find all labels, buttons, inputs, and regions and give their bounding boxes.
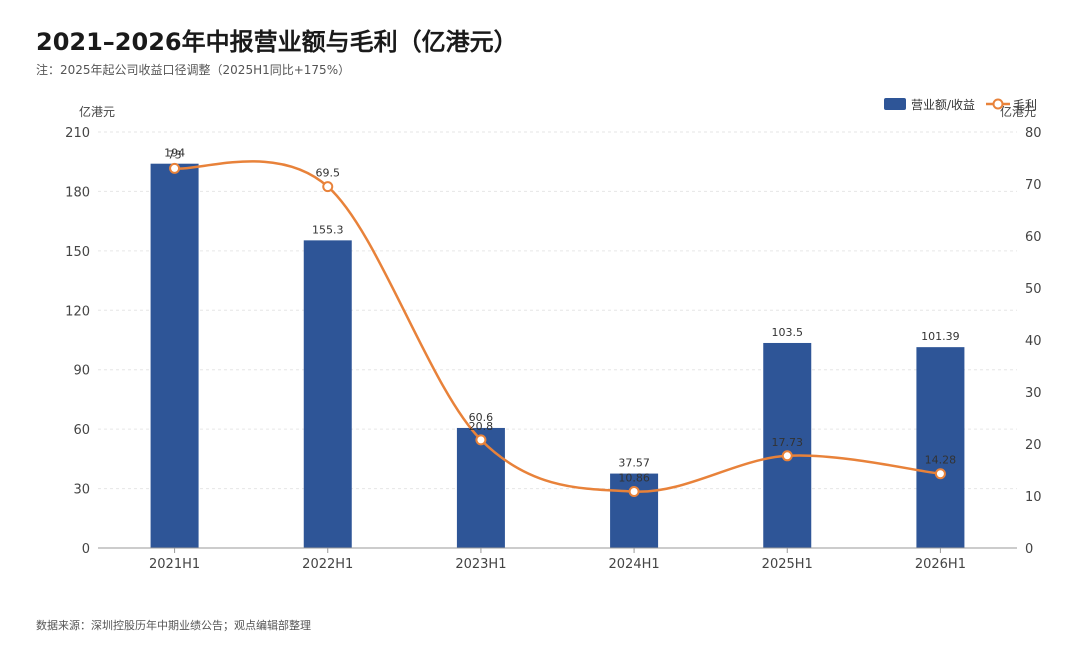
y-left-tick-label: 90 bbox=[73, 364, 90, 379]
y-left-tick-label: 120 bbox=[65, 304, 90, 319]
y-left-tick-label: 0 bbox=[82, 542, 90, 557]
bar-data-label: 155.3 bbox=[312, 223, 344, 236]
bar-revenue bbox=[763, 342, 812, 548]
line-data-label: 14.28 bbox=[925, 454, 957, 467]
legend-revenue-swatch bbox=[884, 98, 906, 110]
bar-data-label: 103.5 bbox=[772, 326, 804, 339]
y-left-tick-label: 150 bbox=[65, 245, 90, 260]
y-right-tick-label: 60 bbox=[1025, 230, 1042, 245]
line-data-label: 69.5 bbox=[316, 167, 341, 180]
gross-profit-point bbox=[934, 468, 946, 480]
y-right-tick-label: 10 bbox=[1025, 490, 1042, 505]
x-tick-label: 2022H1 bbox=[302, 557, 353, 572]
y-right-tick-label: 80 bbox=[1025, 126, 1042, 141]
x-tick-label: 2021H1 bbox=[149, 557, 200, 572]
x-tick-label: 2025H1 bbox=[762, 557, 813, 572]
y-right-tick-label: 50 bbox=[1025, 282, 1042, 297]
y-right-tick-label: 0 bbox=[1025, 542, 1033, 557]
y-left-axis-unit: 亿港元 bbox=[79, 104, 115, 119]
legend: 营业额/收益 毛利 bbox=[884, 98, 1037, 112]
x-tick-label: 2023H1 bbox=[455, 557, 506, 572]
y-right-axis-unit: 亿港元 bbox=[1000, 104, 1036, 119]
y-left-tick-label: 210 bbox=[65, 126, 90, 141]
axis-layer: 0 30 60 90 120 150 180 210 0 10 20 30 40 50 60 70 80 亿港元 亿… bbox=[65, 104, 1041, 572]
grid-layer bbox=[98, 131, 1017, 490]
label-layer: 194 155.3 60.6 37.57 103.5 101.39 73 69.5 20.8 10… bbox=[164, 147, 960, 485]
gross-profit-line bbox=[174, 160, 941, 493]
data-source-note: 数据来源：深圳控股历年中期业绩公告；观点编辑部整理 bbox=[36, 619, 311, 632]
legend-revenue-label: 营业额/收益 bbox=[911, 98, 975, 112]
bar-revenue bbox=[303, 240, 352, 548]
y-right-tick-label: 40 bbox=[1025, 334, 1042, 349]
gross-profit-point bbox=[781, 450, 793, 462]
chart-subtitle: 注：2025年起公司收益口径调整（2025H1同比+175%） bbox=[36, 63, 351, 77]
y-left-tick-label: 60 bbox=[73, 423, 90, 438]
bar-revenue bbox=[610, 473, 659, 548]
bar-revenue bbox=[916, 347, 965, 548]
gross-profit-point bbox=[628, 486, 640, 498]
line-data-label: 17.73 bbox=[772, 436, 804, 449]
bar-layer bbox=[150, 163, 965, 548]
y-left-tick-label: 180 bbox=[65, 185, 90, 200]
y-left-tick-label: 30 bbox=[73, 483, 90, 498]
bar-data-label: 194 bbox=[164, 147, 185, 160]
bar-data-label: 37.57 bbox=[618, 457, 650, 470]
y-right-tick-label: 30 bbox=[1025, 386, 1042, 401]
line-data-label: 20.8 bbox=[469, 420, 494, 433]
gross-profit-point bbox=[322, 181, 334, 193]
gross-profit-point bbox=[169, 162, 181, 174]
legend-profit-label: 毛利 bbox=[1013, 98, 1037, 112]
bar-revenue bbox=[150, 163, 199, 548]
bar-revenue bbox=[456, 427, 505, 548]
gross-profit-point bbox=[475, 434, 487, 446]
bar-data-label: 60.6 bbox=[469, 411, 494, 424]
y-right-tick-label: 20 bbox=[1025, 438, 1042, 453]
x-tick-label: 2026H1 bbox=[915, 557, 966, 572]
line-data-label: 10.86 bbox=[618, 472, 650, 485]
chart-title: 2021–2026年中报营业额与毛利（亿港元） bbox=[36, 28, 518, 56]
x-tick-label: 2024H1 bbox=[609, 557, 660, 572]
legend-profit-marker bbox=[992, 98, 1004, 110]
bar-data-label: 101.39 bbox=[921, 330, 960, 343]
y-right-tick-label: 70 bbox=[1025, 178, 1042, 193]
line-data-label: 73 bbox=[168, 148, 182, 161]
line-layer bbox=[169, 160, 946, 498]
